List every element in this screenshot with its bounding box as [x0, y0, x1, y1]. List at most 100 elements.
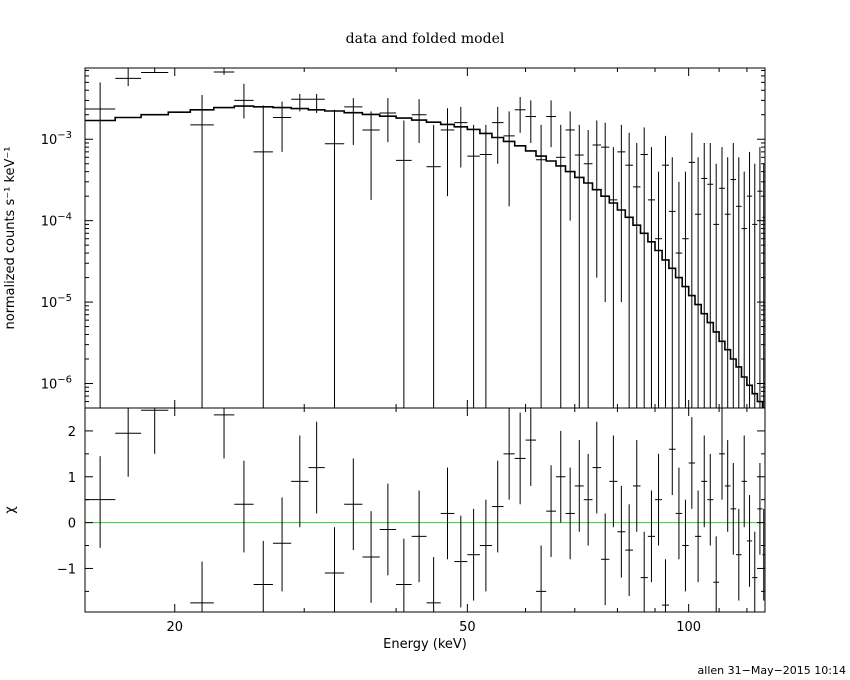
residual-point	[467, 508, 480, 601]
data-point	[583, 129, 593, 408]
residual-point	[525, 408, 537, 486]
residual-point	[362, 511, 380, 603]
data-point	[741, 171, 747, 408]
y-tick-label: 10−4	[41, 212, 72, 230]
y-tick-base: 10	[41, 133, 58, 148]
data-point	[601, 122, 610, 303]
residual-point	[625, 504, 634, 596]
data-point	[668, 157, 676, 408]
residual-point	[574, 440, 584, 532]
data-point	[713, 163, 720, 408]
data-point	[396, 120, 412, 408]
x-tick-label: 50	[459, 620, 476, 635]
data-point	[724, 157, 731, 408]
residual-point	[592, 421, 602, 514]
top-panel-frame	[84, 67, 766, 409]
y-tick-label: −1	[57, 562, 76, 577]
residual-point	[713, 536, 720, 612]
y-tick-label: 2	[68, 425, 76, 440]
bottom-panel-frame	[84, 407, 766, 613]
data-point	[609, 147, 618, 408]
residual-point	[565, 467, 575, 560]
data-point	[662, 135, 669, 408]
residual-point	[701, 435, 708, 528]
data-point	[574, 124, 584, 408]
data-point	[565, 111, 575, 221]
data-point	[514, 97, 526, 133]
residual-point	[752, 531, 758, 612]
data-point	[707, 142, 714, 408]
residual-point	[411, 490, 427, 583]
data-point	[440, 108, 455, 197]
residual-point	[440, 467, 455, 560]
residual-point	[253, 540, 273, 612]
residual-point	[141, 408, 169, 454]
data-point	[253, 105, 273, 408]
residual-point	[291, 435, 309, 528]
data-point	[694, 157, 702, 408]
residual-point	[426, 556, 441, 612]
data-point	[546, 100, 556, 148]
data-point	[752, 163, 758, 408]
data-point	[324, 109, 345, 408]
residual-point	[272, 497, 292, 592]
data-point	[655, 171, 663, 408]
residual-point	[707, 453, 714, 546]
residual-point	[601, 513, 610, 606]
footer-timestamp: allen 31−May−2015 10:14	[698, 664, 846, 677]
data-point	[467, 124, 480, 408]
data-point	[525, 100, 537, 143]
data-point	[272, 101, 292, 152]
data-point	[762, 163, 765, 408]
residual-point	[609, 435, 618, 528]
y-tick-label: 10−6	[41, 374, 72, 392]
data-point	[730, 142, 737, 408]
data-point	[411, 99, 427, 143]
residual-point	[190, 561, 214, 612]
chart-title: data and folded model	[346, 31, 505, 47]
residual-point	[617, 485, 626, 578]
residual-point	[724, 440, 731, 532]
top-panel-ticks: 10−310−410−510−6	[41, 68, 765, 409]
residual-point	[344, 458, 363, 551]
data-point	[491, 106, 504, 164]
data-point	[555, 124, 566, 408]
data-point	[617, 124, 626, 303]
data-point	[647, 147, 656, 408]
residual-point	[682, 499, 689, 592]
data-point	[701, 142, 708, 408]
residual-point	[655, 453, 663, 546]
data-point	[640, 127, 648, 408]
data-point	[362, 111, 380, 200]
residual-point	[668, 408, 676, 496]
data-point	[675, 181, 683, 408]
residual-point	[694, 490, 702, 583]
data-point	[625, 132, 634, 408]
x-tick-label: 20	[166, 620, 183, 635]
data-point	[454, 106, 468, 168]
residual-point	[746, 495, 753, 587]
data-point	[719, 147, 725, 408]
data-point	[234, 83, 254, 119]
residual-point	[688, 417, 695, 509]
residual-point	[546, 465, 556, 557]
residual-point	[647, 490, 656, 583]
data-point	[344, 98, 363, 145]
data-point	[115, 68, 142, 87]
residual-point	[762, 508, 765, 601]
top-y-axis-label: normalized counts s⁻¹ keV⁻¹	[3, 147, 18, 330]
residual-point	[662, 559, 669, 612]
residual-point	[491, 460, 504, 553]
residual-point	[85, 456, 116, 548]
y-tick-label: 10−5	[41, 293, 72, 311]
y-tick-label: 1	[68, 471, 76, 486]
y-tick-base: 10	[41, 296, 58, 311]
data-point	[479, 124, 492, 408]
bottom-panel: 20 50 100 2 1 0 −1	[57, 407, 766, 635]
data-point	[682, 171, 689, 408]
top-panel: 10−310−410−510−6	[41, 67, 766, 409]
residual-point	[503, 408, 515, 500]
data-point	[85, 82, 116, 408]
